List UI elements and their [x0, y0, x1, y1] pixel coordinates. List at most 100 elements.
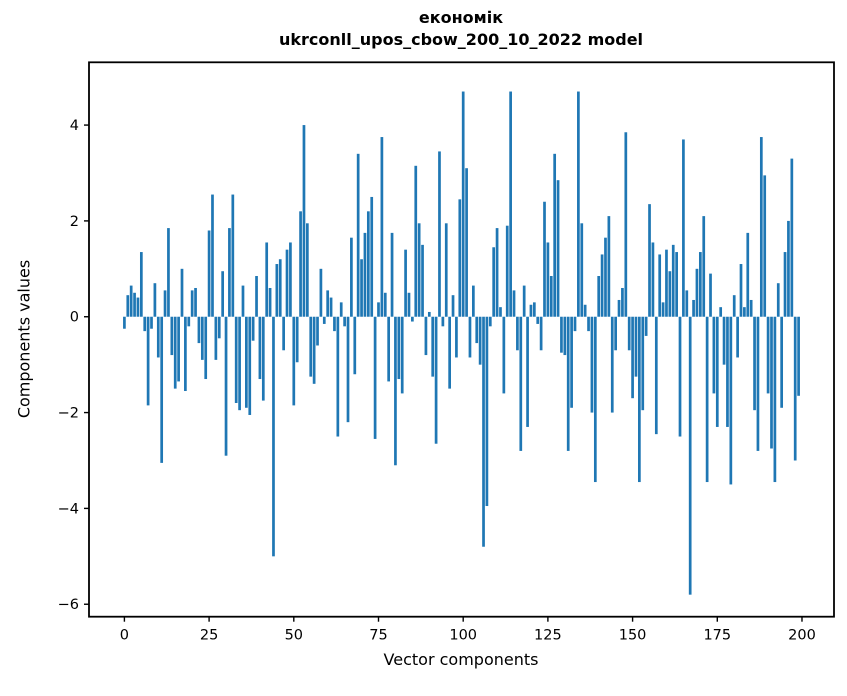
x-tick-label: 75 — [369, 628, 387, 644]
bar — [346, 316, 350, 423]
bar — [715, 316, 719, 427]
bar — [705, 316, 709, 483]
bar — [790, 158, 794, 317]
x-axis-label: Vector components — [383, 650, 539, 669]
bar — [397, 316, 401, 380]
bar — [170, 316, 174, 356]
bar — [373, 316, 377, 439]
bar — [756, 316, 760, 451]
bar — [228, 228, 231, 317]
bar — [448, 316, 451, 389]
bar — [763, 175, 767, 317]
bar — [194, 287, 197, 317]
bar — [231, 194, 235, 317]
bar — [431, 316, 435, 377]
bar — [424, 316, 428, 356]
bar — [600, 254, 604, 317]
bar — [407, 292, 411, 317]
bar — [783, 252, 787, 317]
bar — [177, 316, 180, 382]
bar — [129, 285, 133, 317]
bar — [427, 311, 431, 317]
bar — [556, 180, 560, 317]
bar — [458, 199, 462, 317]
bar — [719, 307, 723, 317]
x-tick-label: 200 — [788, 628, 816, 644]
bar — [770, 316, 773, 449]
bar — [234, 316, 238, 403]
bar — [322, 316, 326, 324]
bar — [417, 223, 421, 317]
bar — [722, 316, 726, 365]
bar — [217, 316, 221, 339]
bar — [516, 316, 519, 351]
bar — [350, 237, 353, 317]
bar — [766, 316, 770, 394]
bar — [593, 316, 597, 483]
bar — [336, 316, 340, 437]
bar — [566, 316, 570, 451]
bar — [485, 316, 489, 507]
bar — [773, 316, 777, 483]
bar — [200, 316, 204, 360]
bar — [780, 316, 784, 408]
bar — [187, 316, 191, 327]
bar — [224, 316, 228, 456]
bar — [475, 316, 479, 344]
bar — [644, 316, 648, 336]
y-tick-label: 4 — [70, 118, 79, 134]
y-tick-label: 0 — [70, 310, 79, 326]
bar — [255, 276, 258, 317]
bar — [583, 304, 587, 317]
bar — [712, 316, 716, 394]
x-tick-label: 50 — [285, 628, 303, 644]
bar — [414, 165, 418, 317]
bar — [570, 316, 573, 408]
bar — [461, 91, 465, 317]
bar — [329, 297, 333, 317]
bar — [275, 264, 279, 317]
bar — [289, 242, 292, 317]
bar — [465, 168, 468, 317]
bar — [631, 316, 634, 399]
bar — [377, 302, 380, 317]
x-tick-label: 150 — [619, 628, 647, 644]
bar — [343, 316, 346, 327]
bar — [604, 237, 607, 317]
bar — [468, 316, 472, 358]
bar — [746, 232, 750, 317]
bar — [560, 316, 563, 353]
bar — [641, 316, 645, 411]
bar — [306, 223, 309, 317]
bar — [380, 137, 384, 317]
chart-title: економік — [418, 8, 504, 27]
bar — [532, 302, 536, 317]
bar — [638, 316, 641, 483]
bar — [139, 252, 143, 317]
bar — [383, 292, 387, 317]
bar — [499, 307, 502, 317]
bar — [539, 316, 543, 351]
bar — [610, 316, 614, 413]
bar — [184, 316, 187, 392]
bar — [312, 316, 316, 384]
bar — [339, 302, 343, 317]
bar — [123, 316, 126, 329]
bar — [695, 268, 699, 317]
bar — [743, 307, 746, 317]
bar — [580, 223, 584, 317]
bar — [682, 139, 685, 317]
bar — [400, 316, 404, 394]
bar — [353, 316, 357, 375]
bar — [356, 153, 360, 317]
x-tick-label: 100 — [449, 628, 477, 644]
bar — [607, 216, 611, 317]
bar — [285, 249, 289, 317]
bar — [173, 316, 177, 389]
bar — [268, 287, 272, 317]
bar — [190, 290, 194, 317]
x-tick-label: 0 — [120, 628, 129, 644]
bar — [797, 316, 800, 396]
bar — [204, 316, 208, 380]
